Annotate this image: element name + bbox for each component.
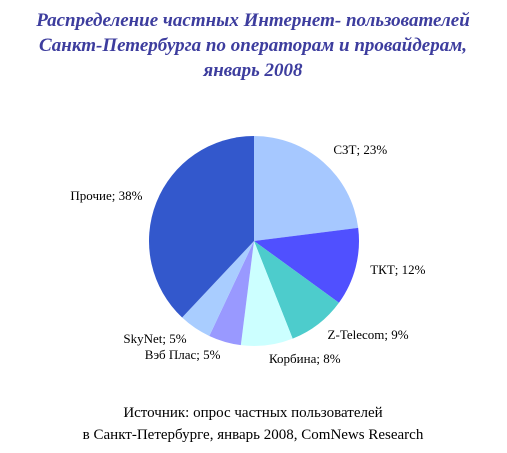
data-label: Прочие; 38% (70, 188, 142, 203)
data-label: SkyNet; 5% (123, 331, 186, 346)
source-note: Источник: опрос частных пользователей (123, 405, 382, 421)
source-note: в Санкт-Петербурге, январь 2008, ComNews… (83, 427, 424, 443)
data-label: ТКТ; 12% (370, 262, 425, 277)
data-label: СЗТ; 23% (333, 142, 387, 157)
pie-slice (209, 241, 254, 346)
pie-slice (254, 227, 360, 303)
data-label: Вэб Плас; 5% (145, 347, 221, 362)
pie-slice (254, 136, 359, 241)
chart-title: Санкт-Петербурга по операторам и провайд… (39, 35, 467, 56)
pie-slice (240, 241, 293, 346)
pie-slice (254, 241, 339, 339)
data-label: Z-Telecom; 9% (328, 327, 409, 342)
chart-title: Распределение частных Интернет- пользова… (35, 10, 470, 31)
data-label: Корбина; 8% (269, 351, 341, 366)
pie-slice (182, 241, 254, 337)
chart-title: январь 2008 (202, 60, 303, 81)
pie-slice (149, 136, 254, 318)
